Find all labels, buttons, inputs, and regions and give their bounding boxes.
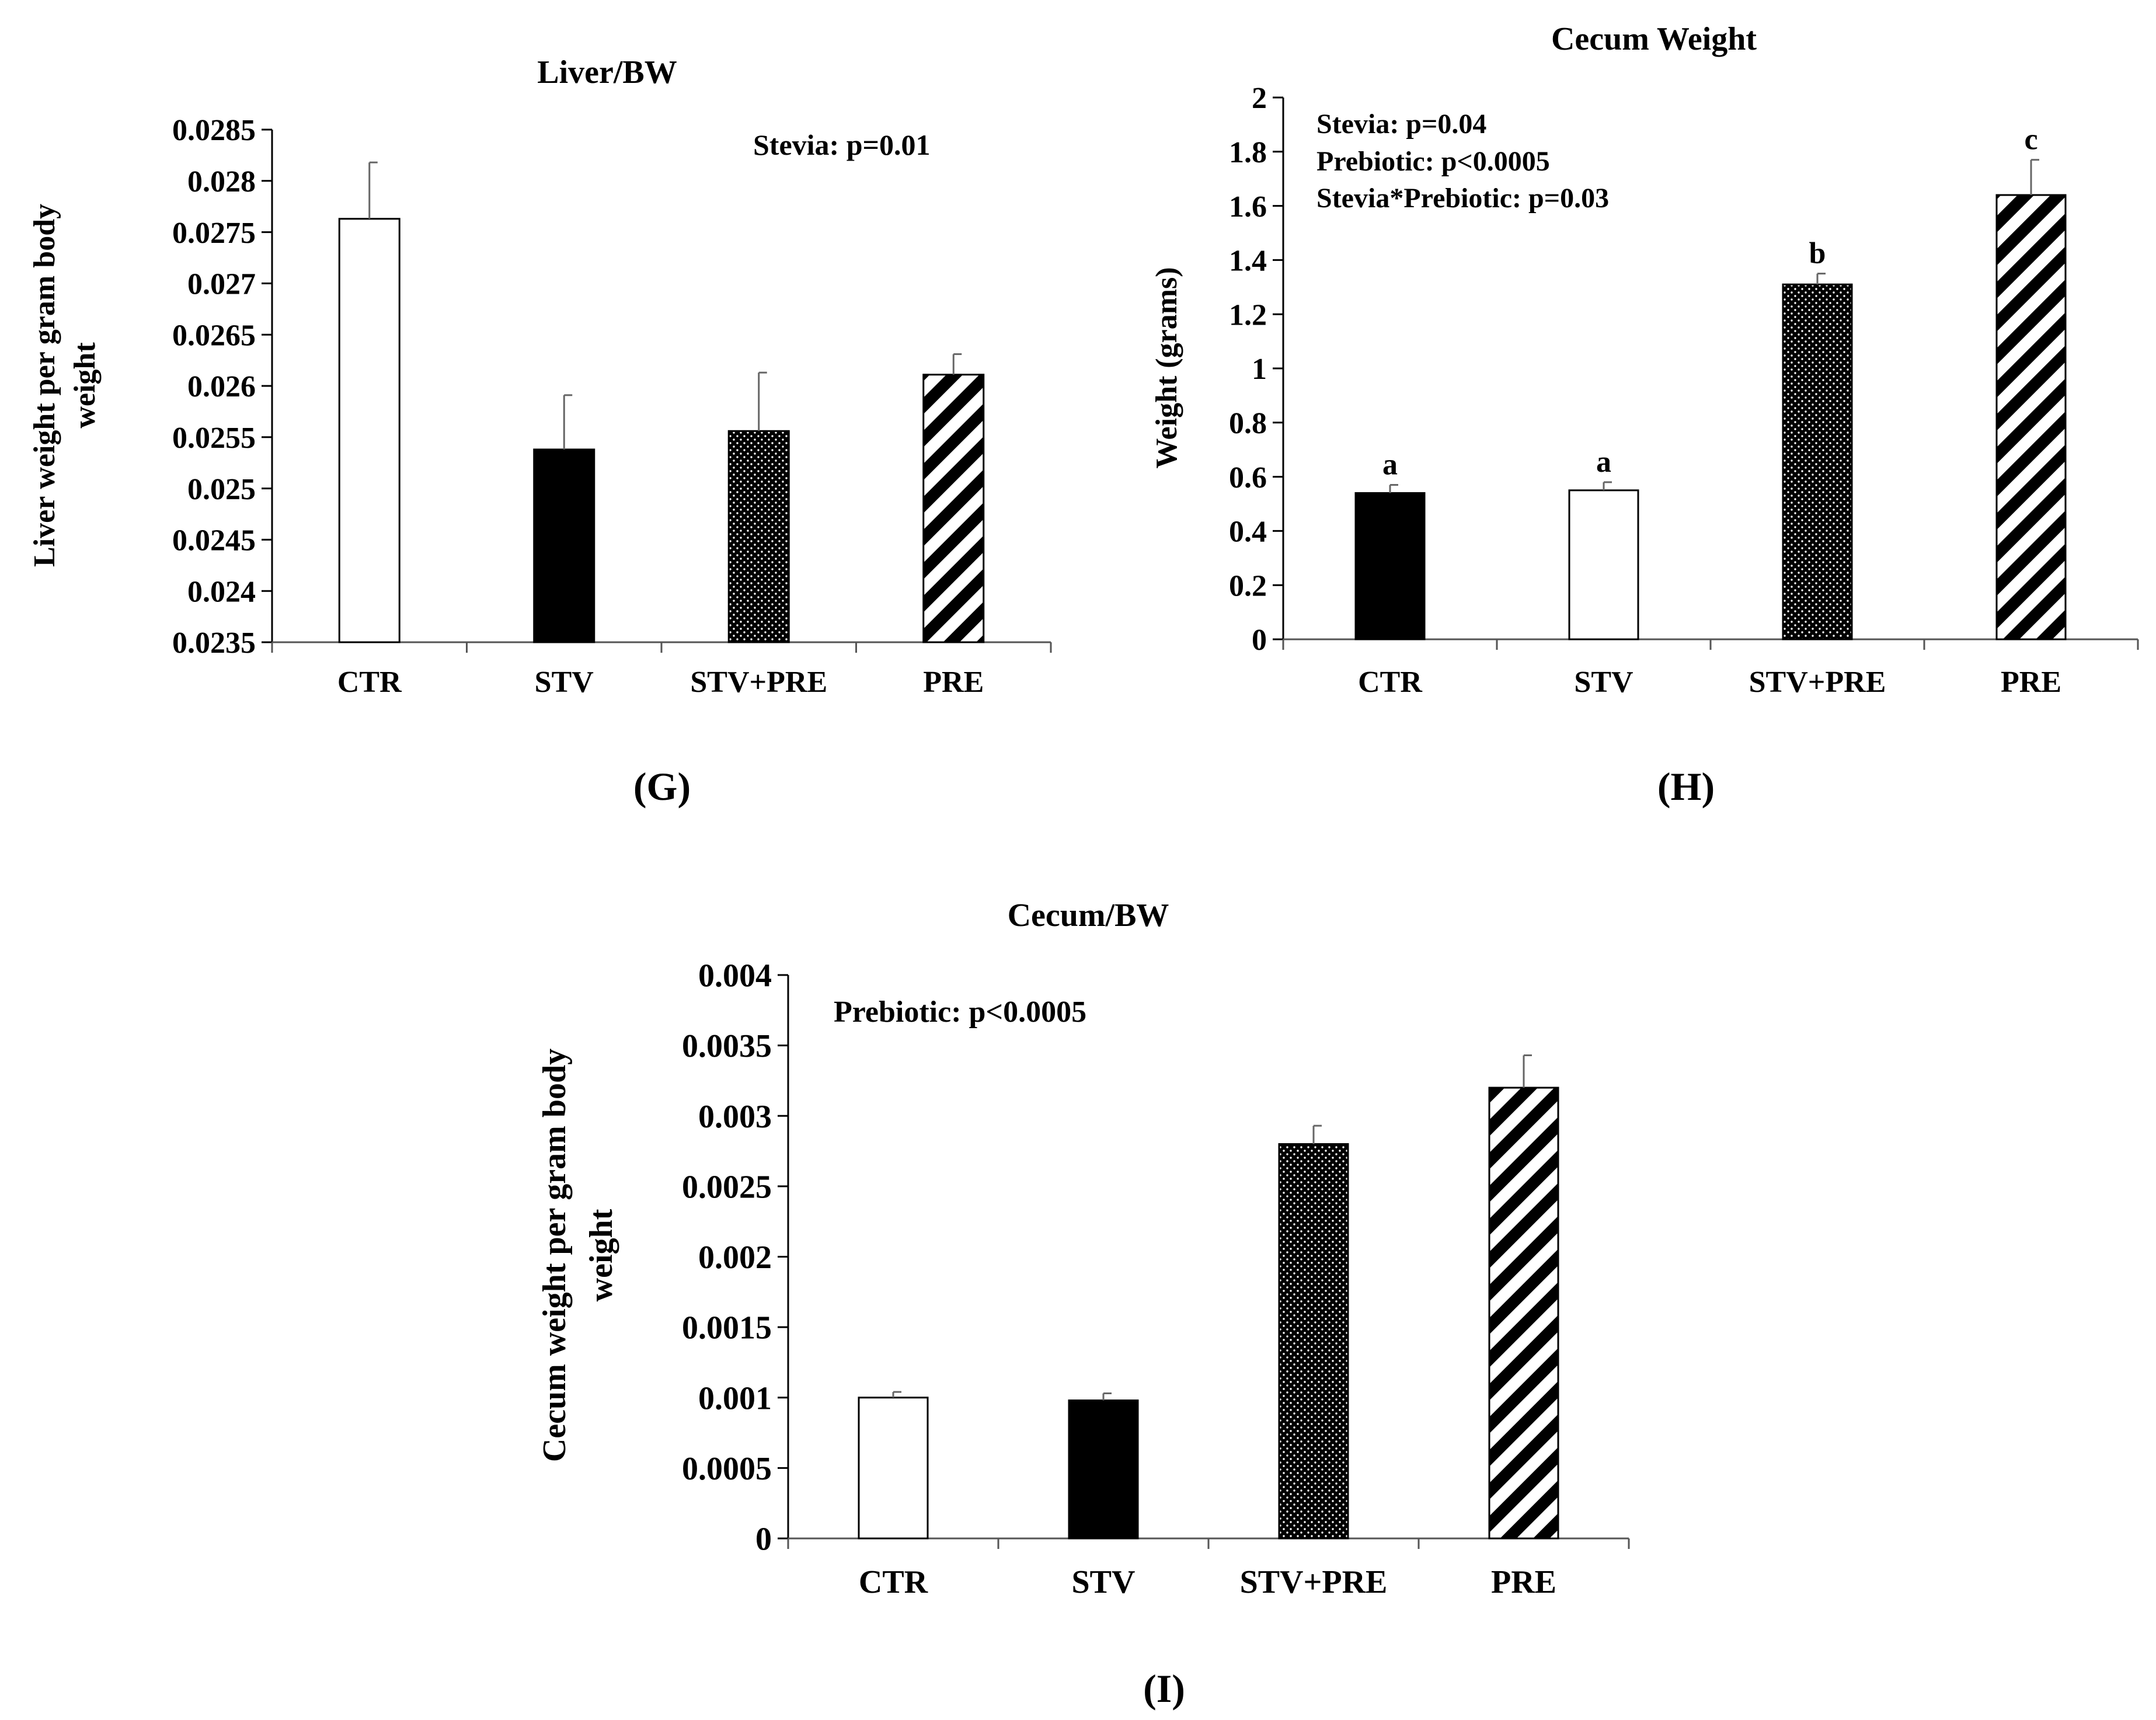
y-tick-label: 0.024 bbox=[187, 575, 256, 608]
bar-pre bbox=[1995, 194, 2067, 640]
significance-letter: b bbox=[1809, 237, 1826, 270]
y-axis-label: Cecum weight per gram body bbox=[537, 1049, 573, 1462]
y-axis-label: weight bbox=[583, 1209, 619, 1301]
y-tick-label: 0.0025 bbox=[682, 1169, 772, 1205]
y-tick-label: 0.2 bbox=[1229, 569, 1267, 603]
x-tick-label: STV bbox=[535, 666, 594, 699]
x-tick-label: STV+PRE bbox=[1240, 1564, 1388, 1600]
y-tick-label: 1.6 bbox=[1229, 190, 1267, 224]
bar-stv bbox=[533, 448, 595, 643]
y-tick-label: 0.002 bbox=[698, 1239, 772, 1276]
stats-annotation: Stevia: p=0.01 bbox=[753, 128, 931, 161]
x-tick-label: PRE bbox=[2001, 666, 2061, 699]
x-tick-label: STV bbox=[1574, 666, 1633, 699]
x-tick-label: STV bbox=[1072, 1564, 1136, 1600]
y-tick-label: 0.001 bbox=[698, 1380, 772, 1416]
significance-letter: a bbox=[1382, 448, 1398, 482]
chart-title: Cecum/BW bbox=[1008, 897, 1169, 934]
y-axis-label: weight bbox=[68, 342, 102, 429]
y-tick-label: 0 bbox=[755, 1521, 772, 1558]
bar-stv-pre bbox=[1278, 1143, 1349, 1540]
y-tick-label: 1.4 bbox=[1229, 245, 1267, 278]
bar-stv-pre bbox=[727, 430, 790, 643]
x-tick-label: CTR bbox=[337, 666, 402, 699]
panel-liver-bw: Liver/BW Liver weight per gram body weight… bbox=[28, 54, 1052, 699]
panel-label-g: (G) bbox=[633, 764, 691, 809]
y-tick-label: 0 bbox=[1252, 624, 1267, 657]
x-tick-label: PRE bbox=[1491, 1564, 1556, 1600]
chart-title: Cecum Weight bbox=[1551, 21, 1757, 57]
y-tick-label: 0.8 bbox=[1229, 407, 1267, 440]
y-tick-label: 0.0015 bbox=[682, 1310, 772, 1346]
y-tick-label: 1 bbox=[1252, 353, 1267, 386]
panel-cecum-weight: Cecum Weight Weight (grams) 0 0.2 0.4 0.6 0.8 1… bbox=[1150, 21, 2139, 699]
y-tick-label: 0.004 bbox=[698, 958, 772, 994]
x-tick-label: CTR bbox=[859, 1564, 928, 1600]
x-tick-label: CTR bbox=[1358, 666, 1423, 699]
y-tick-label: 0.6 bbox=[1229, 461, 1267, 495]
bar-stv bbox=[1068, 1399, 1139, 1540]
y-tick-label: 0.0265 bbox=[172, 319, 256, 352]
bar-ctr bbox=[338, 218, 400, 643]
bar-stv-pre bbox=[1782, 283, 1853, 640]
y-axis-label: Weight (grams) bbox=[1150, 267, 1183, 468]
y-tick-label: 0.0255 bbox=[172, 422, 256, 455]
y-tick-label: 0.0035 bbox=[682, 1028, 772, 1064]
bar-ctr bbox=[1354, 492, 1426, 640]
stats-annotation: Stevia: p=0.04 bbox=[1316, 109, 1486, 140]
panel-cecum-bw: Cecum/BW Cecum weight per gram body weight… bbox=[537, 897, 1630, 1600]
bar-pre bbox=[1488, 1087, 1559, 1540]
y-tick-label: 0.0285 bbox=[172, 114, 256, 147]
y-tick-label: 0.0245 bbox=[172, 524, 256, 558]
stats-annotation: Stevia*Prebiotic: p=0.03 bbox=[1316, 183, 1609, 214]
stats-annotation: Prebiotic: p<0.0005 bbox=[1316, 146, 1550, 177]
y-tick-label: 1.8 bbox=[1229, 136, 1267, 169]
stats-annotation: Prebiotic: p<0.0005 bbox=[834, 995, 1086, 1029]
y-tick-label: 0.025 bbox=[187, 473, 256, 506]
bar-stv bbox=[1568, 489, 1639, 640]
y-tick-label: 0.0275 bbox=[172, 217, 256, 250]
y-axis-label: Liver weight per gram body bbox=[28, 204, 61, 567]
bar-pre bbox=[922, 374, 985, 643]
y-tick-label: 0.0005 bbox=[682, 1451, 772, 1487]
bar-ctr bbox=[858, 1397, 929, 1540]
chart-title: Liver/BW bbox=[537, 54, 677, 90]
y-tick-label: 0.027 bbox=[187, 268, 256, 301]
y-tick-label: 1.2 bbox=[1229, 298, 1267, 332]
y-tick-label: 0.026 bbox=[187, 370, 256, 403]
significance-letter: c bbox=[2024, 123, 2037, 156]
x-tick-label: STV+PRE bbox=[1749, 666, 1886, 699]
y-tick-label: 0.028 bbox=[187, 165, 256, 199]
y-tick-label: 0.0235 bbox=[172, 626, 256, 660]
y-tick-label: 0.003 bbox=[698, 1099, 772, 1135]
panel-label-h: (H) bbox=[1657, 764, 1715, 809]
y-tick-label: 2 bbox=[1252, 82, 1267, 115]
y-tick-label: 0.4 bbox=[1229, 516, 1267, 549]
x-tick-label: PRE bbox=[923, 666, 984, 699]
panel-label-i: (I) bbox=[1143, 1666, 1185, 1711]
significance-letter: a bbox=[1596, 445, 1611, 479]
x-tick-label: STV+PRE bbox=[690, 666, 827, 699]
